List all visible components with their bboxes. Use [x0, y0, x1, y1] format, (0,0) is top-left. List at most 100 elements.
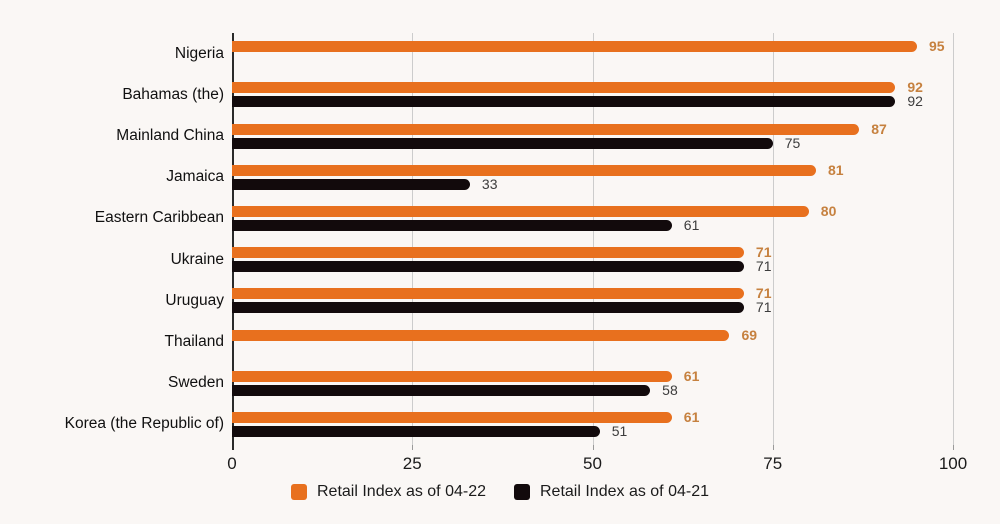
bar-series-1: [232, 41, 917, 53]
gridline: [592, 33, 594, 445]
bar-series-1: [232, 288, 744, 300]
bar-value-label: 58: [662, 381, 678, 398]
bar-value-label: 61: [683, 216, 700, 233]
bar-value-label: 51: [611, 422, 628, 439]
x-tick-mark: [592, 445, 594, 450]
x-tick-label: 100: [938, 454, 968, 473]
bar-series-1: [232, 329, 730, 341]
bar-series-2: [232, 425, 600, 437]
bar-line: 33: [232, 175, 953, 192]
category-label: Ukraine: [170, 250, 224, 268]
bar-group: 95: [232, 38, 953, 66]
category-label: Sweden: [167, 374, 224, 392]
bar-series-1: [232, 370, 672, 382]
bar-line: 61: [232, 216, 953, 233]
x-tick-mark: [953, 445, 954, 450]
bar-line: 58: [232, 381, 953, 398]
bar-value-label: 71: [755, 258, 772, 275]
bar-series-2: [232, 261, 744, 273]
legend-label: Retail Index as of 04-21: [540, 483, 709, 500]
bar-line: 81: [232, 163, 953, 177]
bar-series-2: [232, 384, 651, 396]
bar-value-label: 95: [928, 38, 945, 55]
bar-line: 51: [232, 422, 953, 439]
chart-row: Korea (the Republic of) 61 51: [0, 404, 953, 445]
category-label: Jamaica: [166, 168, 224, 186]
bar-series-2: [232, 137, 773, 149]
bar-line: 71: [232, 285, 953, 302]
chart-row: Ukraine 71 71: [0, 239, 953, 280]
bar-series-1: [232, 82, 896, 94]
bar-group: 71 71: [232, 285, 953, 316]
category-label: Thailand: [164, 333, 224, 351]
bar-series-2: [232, 219, 672, 231]
chart-row: Eastern Caribbean 80 61: [0, 198, 953, 239]
x-tick-label: 0: [227, 454, 237, 473]
bar-series-1: [232, 164, 816, 176]
gridline: [953, 33, 954, 445]
gridline: [772, 33, 774, 445]
chart-row: Uruguay 71 71: [0, 280, 953, 321]
x-tick-label: 25: [402, 454, 422, 473]
category-label: Uruguay: [165, 291, 224, 309]
x-tick-label: 50: [583, 454, 602, 473]
bar-series-2: [232, 96, 896, 108]
bar-line: 95: [232, 38, 953, 55]
bar-series-2: [232, 178, 470, 190]
legend-item-series-2: Retail Index as of 04-21: [514, 483, 709, 501]
legend: Retail Index as of 04-22 Retail Index as …: [0, 483, 1000, 501]
chart-row: Nigeria 95: [0, 33, 953, 74]
bar-line: 75: [232, 134, 953, 151]
legend-label: Retail Index as of 04-22: [317, 483, 486, 500]
bar-line: 71: [232, 244, 953, 261]
legend-swatch-icon: [291, 484, 307, 500]
bar-line: 61: [232, 367, 953, 384]
bar-group: 69: [232, 326, 953, 355]
bar-line: 87: [232, 120, 953, 137]
bar-group: 71 71: [232, 244, 953, 275]
plot-area: 0 25 50 75 100: [227, 33, 967, 473]
bar-series-1: [232, 247, 744, 259]
category-label: Nigeria: [174, 44, 224, 62]
bar-value-label: 87: [871, 120, 887, 137]
bar-group: 61 51: [232, 408, 953, 439]
bar-value-label: 80: [820, 202, 837, 219]
bar-line: 71: [232, 258, 953, 275]
bar-series-1: [232, 411, 672, 423]
bar-value-label: 69: [741, 326, 758, 343]
bar-value-label: 75: [784, 134, 801, 151]
legend-item-series-1: Retail Index as of 04-22: [291, 483, 486, 501]
bar-value-label: 71: [755, 299, 772, 316]
x-tick-label: 75: [763, 454, 783, 473]
bar-value-label: 61: [683, 408, 700, 425]
bar-value-label: 61: [683, 367, 700, 384]
x-tick-mark: [232, 445, 234, 450]
bar-group: 92 92: [232, 79, 953, 110]
gridline: [412, 33, 414, 445]
bar-group: 81 33: [232, 163, 953, 192]
bar-line: 92: [232, 79, 953, 96]
bar-series-2: [232, 302, 744, 314]
bar-line: [232, 344, 953, 355]
y-axis-line: [232, 33, 234, 445]
category-label: Bahamas (the): [122, 85, 224, 103]
legend-swatch-icon: [514, 484, 530, 500]
category-label: Mainland China: [116, 127, 224, 144]
category-label: Korea (the Republic of): [64, 415, 224, 433]
bar-value-label: 71: [755, 244, 772, 261]
bar-value-label: 92: [907, 79, 923, 96]
x-tick-mark: [772, 445, 774, 450]
chart-row: Sweden 61 58: [0, 363, 953, 404]
chart-row: Mainland China 87 75: [0, 115, 953, 156]
category-label: Eastern Caribbean: [94, 209, 224, 227]
bar-group: 61 58: [232, 367, 953, 398]
bar-value-label: 33: [481, 175, 498, 192]
bar-series-1: [232, 123, 860, 135]
bar-group: 80 61: [232, 202, 953, 233]
bar-value-label: 92: [907, 93, 923, 110]
chart-row: Jamaica 81 33: [0, 157, 953, 198]
bar-line: [232, 55, 953, 66]
bar-value-label: 71: [755, 285, 772, 302]
bar-line: 69: [232, 326, 953, 343]
